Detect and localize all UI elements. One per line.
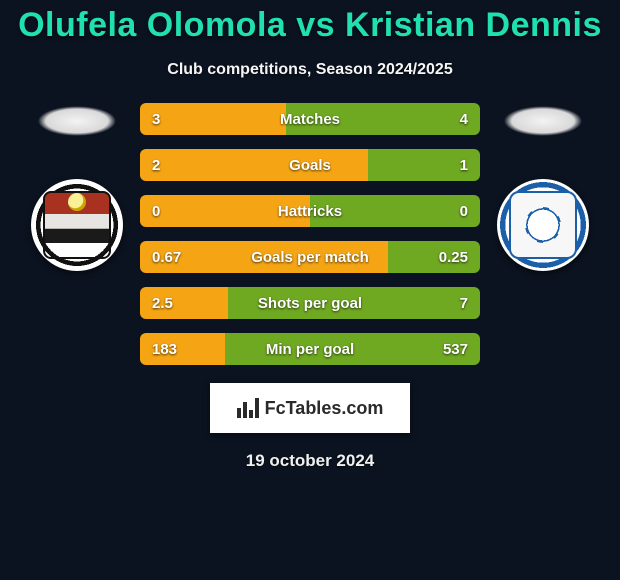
- subtitle: Club competitions, Season 2024/2025: [0, 61, 620, 79]
- stat-bars: 34Matches 21Goals 00Hattricks 0.670.25Goals…: [140, 103, 480, 365]
- stat-label: Goals per match: [140, 241, 480, 273]
- stat-label: Shots per goal: [140, 287, 480, 319]
- stat-bar: 0.670.25Goals per match: [140, 241, 480, 273]
- stat-label: Min per goal: [140, 333, 480, 365]
- stat-bar: 34Matches: [140, 103, 480, 135]
- date-line: 19 october 2024: [0, 451, 620, 471]
- page-title: Olufela Olomola vs Kristian Dennis: [0, 0, 620, 45]
- comparison-row: 34Matches 21Goals 00Hattricks 0.670.25Goals…: [0, 103, 620, 365]
- player-right-club-badge: [497, 179, 589, 271]
- stat-label: Goals: [140, 149, 480, 181]
- player-right-jersey-placeholder: [493, 103, 593, 139]
- player-left-jersey-placeholder: [27, 103, 127, 139]
- stat-bar: 183537Min per goal: [140, 333, 480, 365]
- brand-chart-icon: [237, 398, 259, 418]
- stat-bar: 2.57Shots per goal: [140, 287, 480, 319]
- stat-label: Matches: [140, 103, 480, 135]
- brand-text: FcTables.com: [265, 398, 384, 419]
- player-left-club-badge: [31, 179, 123, 271]
- stat-bar: 00Hattricks: [140, 195, 480, 227]
- player-right-column: [488, 103, 598, 271]
- stat-label: Hattricks: [140, 195, 480, 227]
- player-left-column: [22, 103, 132, 271]
- brand-banner: FcTables.com: [210, 383, 410, 433]
- stat-bar: 21Goals: [140, 149, 480, 181]
